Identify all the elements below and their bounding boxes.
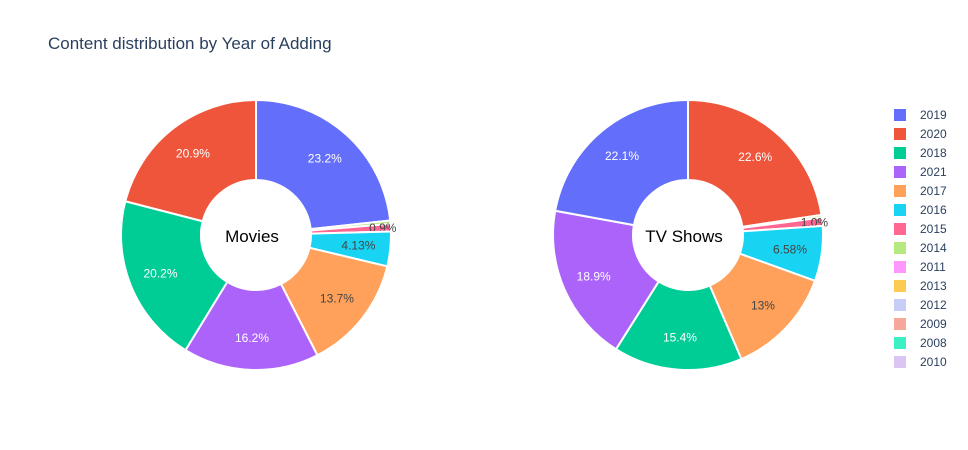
slice-label: 13.7%: [320, 292, 354, 306]
slice-label: 16.2%: [235, 331, 269, 345]
legend-item-2009[interactable]: 2009: [894, 317, 947, 331]
legend-label: 2010: [920, 355, 947, 369]
donut-center-label: Movies: [225, 227, 279, 246]
legend-item-2012[interactable]: 2012: [894, 298, 947, 312]
legend-item-2008[interactable]: 2008: [894, 336, 947, 350]
legend-label: 2016: [920, 203, 947, 217]
slice-2021[interactable]: [184, 280, 319, 371]
donut-movies: 23.2%0.9%4.13%13.7%16.2%20.2%20.9%Movies: [120, 98, 397, 371]
legend-swatch: [894, 185, 906, 197]
legend-label: 2020: [920, 127, 947, 141]
legend-swatch: [894, 356, 906, 368]
legend-swatch: [894, 223, 906, 235]
legend-label: 2012: [920, 298, 947, 312]
slice-label: 6.58%: [773, 242, 807, 256]
legend-label: 2018: [920, 146, 947, 160]
legend-item-2014[interactable]: 2014: [894, 241, 947, 255]
legend-swatch: [894, 128, 906, 140]
slice-label: 13%: [751, 299, 775, 313]
legend-swatch: [894, 261, 906, 273]
legend-label: 2017: [920, 184, 947, 198]
legend-item-2019[interactable]: 2019: [894, 108, 947, 122]
legend-label: 2009: [920, 317, 947, 331]
legend-label: 2013: [920, 279, 947, 293]
legend-item-2021[interactable]: 2021: [894, 165, 947, 179]
legend-label: 2011: [920, 260, 946, 274]
legend-swatch: [894, 242, 906, 254]
legend-swatch: [894, 337, 906, 349]
slice-2020[interactable]: [124, 98, 257, 223]
donut-center-label: TV Shows: [645, 227, 722, 246]
legend-swatch: [894, 166, 906, 178]
slice-label: 23.2%: [308, 151, 342, 165]
legend-item-2010[interactable]: 2010: [894, 355, 947, 369]
legend-label: 2015: [920, 222, 947, 236]
slice-label: 4.13%: [341, 239, 375, 253]
legend-item-2016[interactable]: 2016: [894, 203, 947, 217]
slice-2019[interactable]: [554, 98, 689, 227]
chart-title: Content distribution by Year of Adding: [48, 34, 332, 53]
legend-item-2017[interactable]: 2017: [894, 184, 947, 198]
legend-item-2011[interactable]: 2011: [894, 260, 946, 274]
slice-2018[interactable]: [614, 280, 743, 371]
slice-label: 18.9%: [577, 269, 611, 283]
legend-swatch: [894, 318, 906, 330]
legend-label: 2008: [920, 336, 947, 350]
slice-label: 22.1%: [605, 149, 639, 163]
legend-item-2015[interactable]: 2015: [894, 222, 947, 236]
legend: 2019 2020 2018 2021 2017 2016 2015 2014 2011 2013…: [894, 108, 947, 369]
donut-tv-shows: 22.6%1.0%6.58%13%15.4%18.9%22.1%TV Shows: [552, 98, 828, 371]
legend-label: 2014: [920, 241, 947, 255]
legend-item-2018[interactable]: 2018: [894, 146, 947, 160]
legend-item-2020[interactable]: 2020: [894, 127, 947, 141]
slice-2021[interactable]: [552, 209, 661, 351]
legend-swatch: [894, 204, 906, 216]
slice-2020[interactable]: [687, 98, 823, 228]
slice-label: 22.6%: [738, 150, 772, 164]
legend-label: 2021: [920, 165, 947, 179]
slice-2017[interactable]: [279, 246, 389, 357]
legend-label: 2019: [920, 108, 947, 122]
slice-label: 15.4%: [663, 331, 697, 345]
legend-swatch: [894, 109, 906, 121]
legend-item-2013[interactable]: 2013: [894, 279, 947, 293]
legend-swatch: [894, 280, 906, 292]
legend-swatch: [894, 147, 906, 159]
slice-label: 20.9%: [176, 147, 210, 161]
legend-swatch: [894, 299, 906, 311]
slice-2018[interactable]: [120, 200, 229, 352]
slice-2019[interactable]: [255, 98, 392, 231]
slice-label: 20.2%: [143, 267, 177, 281]
